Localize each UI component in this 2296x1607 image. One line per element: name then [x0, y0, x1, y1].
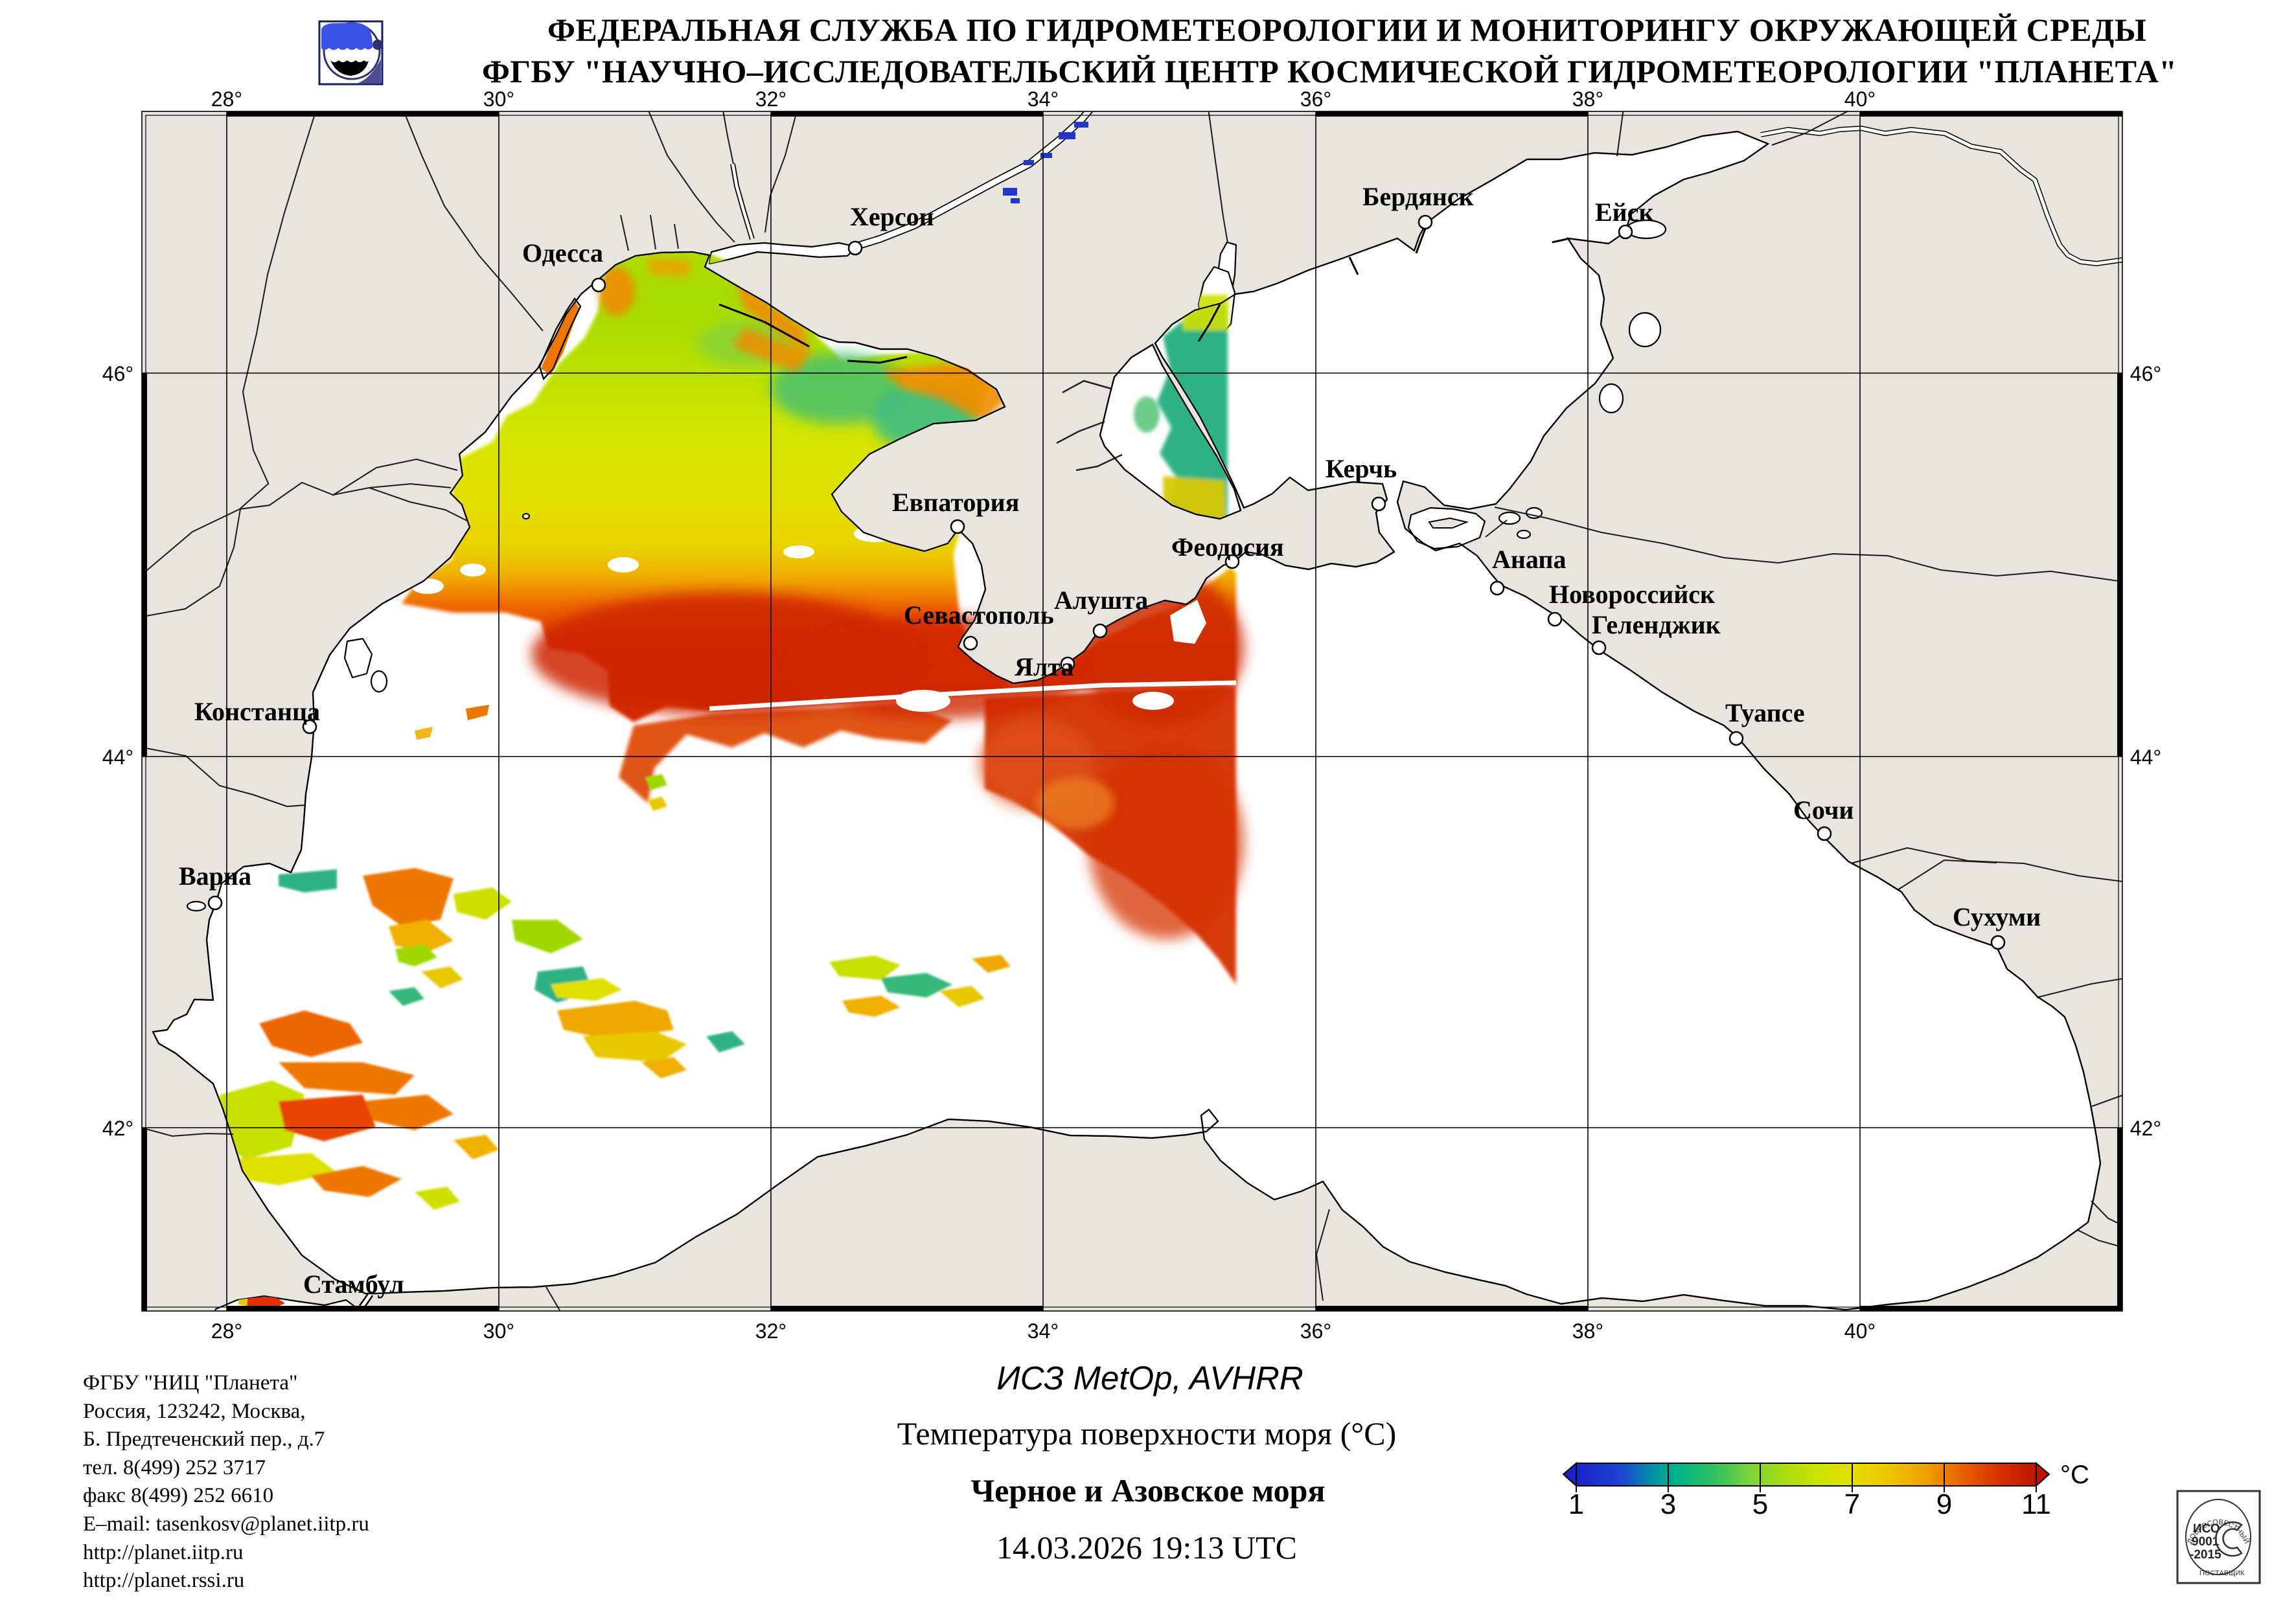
svg-text:Новороссийск: Новороссийск — [1549, 580, 1715, 609]
svg-text:7: 7 — [1844, 1488, 1860, 1520]
svg-text:9001: 9001 — [2192, 1535, 2220, 1549]
svg-text:Евпатория: Евпатория — [892, 488, 1019, 517]
svg-text:E–mail: tasenkosv@planet.iitp.: E–mail: tasenkosv@planet.iitp.ru — [83, 1512, 369, 1536]
svg-text:30°: 30° — [483, 1319, 514, 1343]
svg-text:36°: 36° — [1300, 87, 1331, 111]
svg-text:40°: 40° — [1844, 1319, 1876, 1343]
svg-text:38°: 38° — [1572, 1319, 1603, 1343]
svg-text:Ялта: Ялта — [1015, 652, 1073, 681]
svg-text:ФГБУ "НАУЧНО–ИССЛЕДОВАТЕЛЬСКИЙ: ФГБУ "НАУЧНО–ИССЛЕДОВАТЕЛЬСКИЙ ЦЕНТР КОС… — [482, 53, 2177, 89]
svg-text:32°: 32° — [755, 1319, 786, 1343]
svg-text:Алушта: Алушта — [1054, 586, 1148, 615]
svg-text:Севастополь: Севастополь — [904, 600, 1054, 630]
svg-text:Россия, 123242, Москва,: Россия, 123242, Москва, — [83, 1400, 306, 1423]
svg-text:30°: 30° — [483, 87, 514, 111]
svg-text:28°: 28° — [211, 87, 242, 111]
svg-text:Херсон: Херсон — [850, 202, 934, 231]
svg-text:°C: °C — [2060, 1461, 2089, 1489]
svg-text:Геленджик: Геленджик — [1592, 610, 1721, 639]
svg-text:тел. 8(499) 252 3717: тел. 8(499) 252 3717 — [83, 1456, 266, 1479]
svg-text:Феодосия: Феодосия — [1171, 532, 1284, 562]
svg-text:ФГБУ "НИЦ "Планета": ФГБУ "НИЦ "Планета" — [83, 1371, 297, 1395]
svg-text:-2015: -2015 — [2190, 1548, 2221, 1562]
svg-text:Констанца: Констанца — [194, 697, 320, 726]
svg-text:44°: 44° — [2130, 746, 2161, 769]
svg-text:28°: 28° — [211, 1319, 242, 1343]
svg-text:Сочи: Сочи — [1793, 795, 1854, 825]
svg-text:9: 9 — [1936, 1488, 1952, 1520]
svg-text:42°: 42° — [2130, 1117, 2161, 1140]
svg-text:Сухуми: Сухуми — [1953, 902, 2041, 931]
svg-text:5: 5 — [1752, 1488, 1768, 1520]
svg-text:36°: 36° — [1300, 1319, 1331, 1343]
svg-text:32°: 32° — [755, 87, 786, 111]
svg-text:http://planet.iitp.ru: http://planet.iitp.ru — [83, 1541, 243, 1564]
svg-text:46°: 46° — [2130, 362, 2161, 385]
svg-text:факс 8(499) 252 6610: факс 8(499) 252 6610 — [83, 1484, 273, 1507]
svg-text:Одесса: Одесса — [522, 238, 603, 268]
svg-text:1: 1 — [1568, 1488, 1584, 1520]
svg-text:Ейск: Ейск — [1595, 198, 1654, 227]
svg-text:Бердянск: Бердянск — [1362, 182, 1474, 211]
svg-text:http://planet.rssi.ru: http://planet.rssi.ru — [83, 1569, 244, 1592]
svg-text:34°: 34° — [1027, 87, 1059, 111]
svg-text:ИСЗ MetOp, AVHRR: ИСЗ MetOp, AVHRR — [996, 1360, 1303, 1396]
svg-text:11: 11 — [2021, 1488, 2051, 1520]
svg-text:Стамбул: Стамбул — [303, 1270, 404, 1299]
svg-text:42°: 42° — [102, 1117, 133, 1140]
svg-text:ПОСТАВЩИК: ПОСТАВЩИК — [2199, 1569, 2245, 1577]
svg-text:46°: 46° — [102, 362, 133, 385]
svg-text:Температура поверхности моря (: Температура поверхности моря (°C) — [897, 1415, 1397, 1452]
svg-text:Анапа: Анапа — [1492, 545, 1566, 574]
svg-text:Туапсе: Туапсе — [1725, 698, 1805, 727]
svg-text:ФЕДЕРАЛЬНАЯ СЛУЖБА ПО ГИДРОМЕТ: ФЕДЕРАЛЬНАЯ СЛУЖБА ПО ГИДРОМЕТЕОРОЛОГИИ … — [547, 12, 2146, 48]
svg-text:44°: 44° — [102, 746, 133, 769]
svg-text:14.03.2026 19:13 UTC: 14.03.2026 19:13 UTC — [996, 1529, 1297, 1566]
svg-text:Керчь: Керчь — [1326, 454, 1397, 483]
svg-text:34°: 34° — [1027, 1319, 1059, 1343]
svg-text:ИСО: ИСО — [2193, 1522, 2220, 1536]
svg-text:38°: 38° — [1572, 87, 1603, 111]
svg-text:40°: 40° — [1844, 87, 1876, 111]
svg-text:Черное и Азовское моря: Черное и Азовское моря — [970, 1472, 1325, 1509]
svg-text:3: 3 — [1660, 1488, 1676, 1520]
svg-text:Б. Предтеченский пер., д.7: Б. Предтеченский пер., д.7 — [83, 1428, 325, 1451]
svg-text:Варна: Варна — [179, 861, 251, 891]
